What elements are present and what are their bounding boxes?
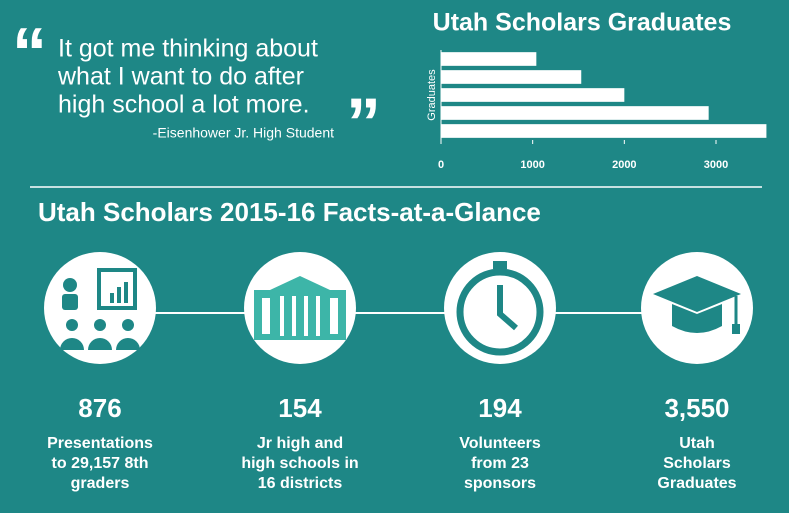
- x-tick-label: 2000: [612, 159, 636, 171]
- quote-attribution: -Eisenhower Jr. High Student: [153, 125, 334, 141]
- bar: [441, 70, 582, 84]
- x-tick-label: 1000: [520, 159, 544, 171]
- open-quote-mark: “: [12, 13, 47, 91]
- fact-label: from 23: [471, 455, 529, 472]
- quote-line: It got me thinking about: [58, 35, 318, 63]
- bar-chart: 0 1000 2000 3000: [438, 50, 767, 171]
- fact-number: 876: [78, 393, 121, 423]
- fact-label: Scholars: [663, 455, 731, 472]
- fact-label: to 29,157 8th: [52, 455, 149, 472]
- fact-label: Volunteers: [459, 435, 541, 452]
- fact-label: high schools in: [241, 455, 358, 472]
- fact-label: Presentations: [47, 435, 153, 452]
- presentation-icon: [60, 268, 140, 350]
- fact-label: Utah: [679, 435, 715, 452]
- bar: [441, 106, 709, 120]
- graduation-cap-icon: [653, 276, 741, 334]
- quote-line: high school a lot more.: [58, 91, 310, 119]
- facts: 876 Presentations to 29,157 8th graders 154 J…: [47, 393, 737, 492]
- fact-label: sponsors: [464, 475, 536, 492]
- fact-number: 154: [278, 393, 322, 423]
- bar: [441, 88, 625, 102]
- fact-label: graders: [71, 475, 130, 492]
- stopwatch-icon: [456, 261, 544, 356]
- close-quote-mark: ”: [346, 83, 381, 161]
- x-tick-label: 0: [438, 159, 444, 171]
- quote-line: what I want to do after: [57, 63, 304, 91]
- fact-label: Graduates: [657, 475, 736, 492]
- bar: [441, 52, 537, 66]
- fact-number: 3,550: [664, 393, 729, 423]
- fact-number: 194: [478, 393, 522, 423]
- bar: [441, 124, 767, 138]
- fact-label: Jr high and: [257, 435, 343, 452]
- y-axis-label: Graduates: [426, 69, 438, 121]
- x-tick-label: 3000: [704, 159, 728, 171]
- school-icon: [254, 276, 346, 340]
- chart-title: Utah Scholars Graduates: [433, 9, 732, 37]
- fact-label: 16 districts: [258, 475, 343, 492]
- facts-title: Utah Scholars 2015-16 Facts-at-a-Glance: [38, 197, 541, 227]
